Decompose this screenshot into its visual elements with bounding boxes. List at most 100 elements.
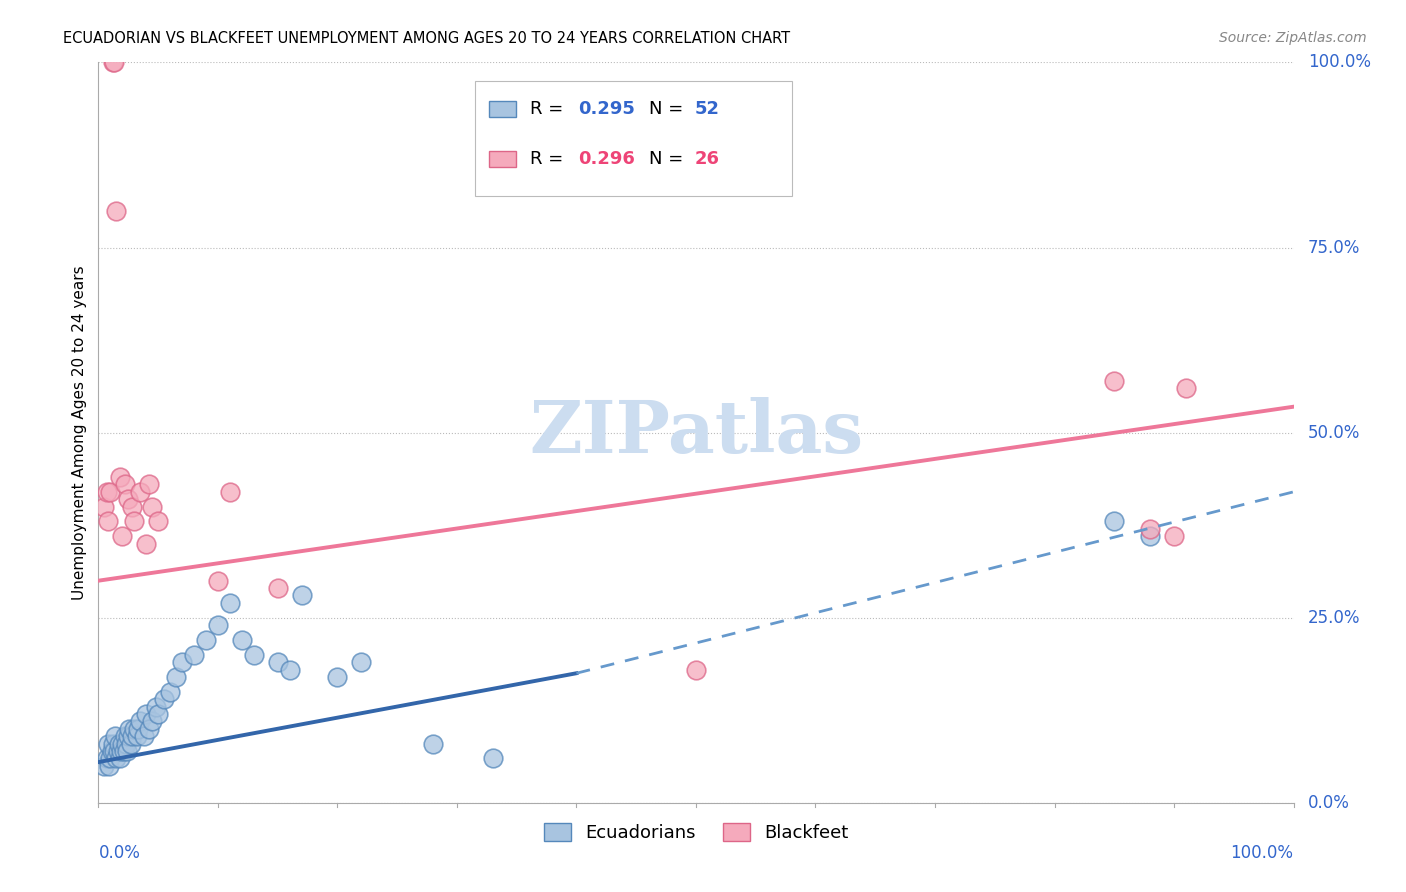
Text: ZIPatlas: ZIPatlas bbox=[529, 397, 863, 468]
Point bbox=[124, 515, 146, 529]
Point bbox=[195, 632, 218, 647]
Text: N =: N = bbox=[650, 150, 689, 168]
Point bbox=[183, 648, 205, 662]
Text: 25.0%: 25.0% bbox=[1308, 608, 1361, 627]
Point bbox=[267, 655, 290, 669]
Point bbox=[135, 536, 157, 550]
Point bbox=[219, 484, 242, 499]
Text: R =: R = bbox=[530, 100, 569, 118]
Point bbox=[104, 729, 127, 743]
Point bbox=[112, 744, 135, 758]
Point bbox=[118, 722, 141, 736]
Point bbox=[1163, 529, 1185, 543]
Point bbox=[1139, 529, 1161, 543]
Text: ECUADORIAN VS BLACKFEET UNEMPLOYMENT AMONG AGES 20 TO 24 YEARS CORRELATION CHART: ECUADORIAN VS BLACKFEET UNEMPLOYMENT AMO… bbox=[63, 31, 790, 46]
Y-axis label: Unemployment Among Ages 20 to 24 years: Unemployment Among Ages 20 to 24 years bbox=[72, 265, 87, 600]
FancyBboxPatch shape bbox=[489, 101, 516, 117]
Point bbox=[685, 663, 707, 677]
Point bbox=[105, 203, 128, 218]
Text: 0.296: 0.296 bbox=[578, 150, 634, 168]
Point bbox=[114, 477, 136, 491]
Point bbox=[108, 751, 131, 765]
Point bbox=[124, 722, 146, 736]
Point bbox=[114, 729, 136, 743]
Point bbox=[141, 500, 163, 514]
Point bbox=[219, 596, 242, 610]
Text: 75.0%: 75.0% bbox=[1308, 238, 1360, 257]
Point bbox=[107, 737, 129, 751]
Point bbox=[125, 729, 148, 743]
Text: 26: 26 bbox=[695, 150, 720, 168]
Point bbox=[138, 722, 160, 736]
Text: 52: 52 bbox=[695, 100, 720, 118]
Text: N =: N = bbox=[650, 100, 689, 118]
Point bbox=[115, 744, 138, 758]
Point bbox=[326, 670, 349, 684]
Point bbox=[117, 729, 139, 743]
Point bbox=[267, 581, 290, 595]
Point bbox=[1175, 381, 1198, 395]
Point bbox=[132, 729, 155, 743]
Point bbox=[135, 706, 157, 721]
Text: R =: R = bbox=[530, 150, 569, 168]
Point bbox=[120, 737, 142, 751]
Point bbox=[96, 484, 118, 499]
Point bbox=[127, 722, 149, 736]
Point bbox=[111, 737, 134, 751]
Point bbox=[153, 692, 176, 706]
Point bbox=[1104, 515, 1126, 529]
Point bbox=[121, 729, 143, 743]
Point bbox=[107, 744, 129, 758]
Point bbox=[111, 529, 134, 543]
Text: 100.0%: 100.0% bbox=[1230, 844, 1294, 862]
Point bbox=[97, 515, 120, 529]
Point bbox=[207, 618, 229, 632]
Point bbox=[148, 706, 170, 721]
Point bbox=[97, 737, 120, 751]
Point bbox=[103, 55, 125, 70]
Point bbox=[1139, 522, 1161, 536]
Point bbox=[101, 55, 124, 70]
Point bbox=[129, 484, 152, 499]
Point bbox=[172, 655, 194, 669]
Point bbox=[1104, 374, 1126, 388]
Point bbox=[231, 632, 253, 647]
Point bbox=[145, 699, 167, 714]
Point bbox=[148, 515, 170, 529]
Point bbox=[117, 492, 139, 507]
Point bbox=[350, 655, 373, 669]
Point bbox=[105, 751, 128, 765]
Point bbox=[96, 751, 118, 765]
Text: 50.0%: 50.0% bbox=[1308, 424, 1360, 442]
Point bbox=[101, 737, 124, 751]
Point bbox=[422, 737, 444, 751]
Point bbox=[98, 484, 122, 499]
Point bbox=[103, 744, 125, 758]
Point bbox=[138, 477, 160, 491]
Text: 100.0%: 100.0% bbox=[1308, 54, 1371, 71]
Point bbox=[98, 751, 122, 765]
Point bbox=[110, 744, 132, 758]
Text: Source: ZipAtlas.com: Source: ZipAtlas.com bbox=[1219, 31, 1367, 45]
Point bbox=[207, 574, 229, 588]
Point bbox=[121, 500, 143, 514]
Legend: Ecuadorians, Blackfeet: Ecuadorians, Blackfeet bbox=[536, 815, 856, 849]
Point bbox=[243, 648, 266, 662]
Point bbox=[159, 685, 181, 699]
FancyBboxPatch shape bbox=[489, 151, 516, 167]
Point bbox=[115, 737, 138, 751]
Point bbox=[108, 470, 131, 484]
Point bbox=[129, 714, 152, 729]
Text: 0.0%: 0.0% bbox=[98, 844, 141, 862]
Text: 0.295: 0.295 bbox=[578, 100, 634, 118]
Point bbox=[93, 500, 115, 514]
Point bbox=[481, 751, 505, 765]
Point bbox=[278, 663, 301, 677]
Point bbox=[100, 744, 122, 758]
Point bbox=[141, 714, 163, 729]
Text: 0.0%: 0.0% bbox=[1308, 794, 1350, 812]
Point bbox=[93, 758, 115, 772]
Point bbox=[165, 670, 187, 684]
FancyBboxPatch shape bbox=[475, 81, 792, 195]
Point bbox=[98, 758, 121, 772]
